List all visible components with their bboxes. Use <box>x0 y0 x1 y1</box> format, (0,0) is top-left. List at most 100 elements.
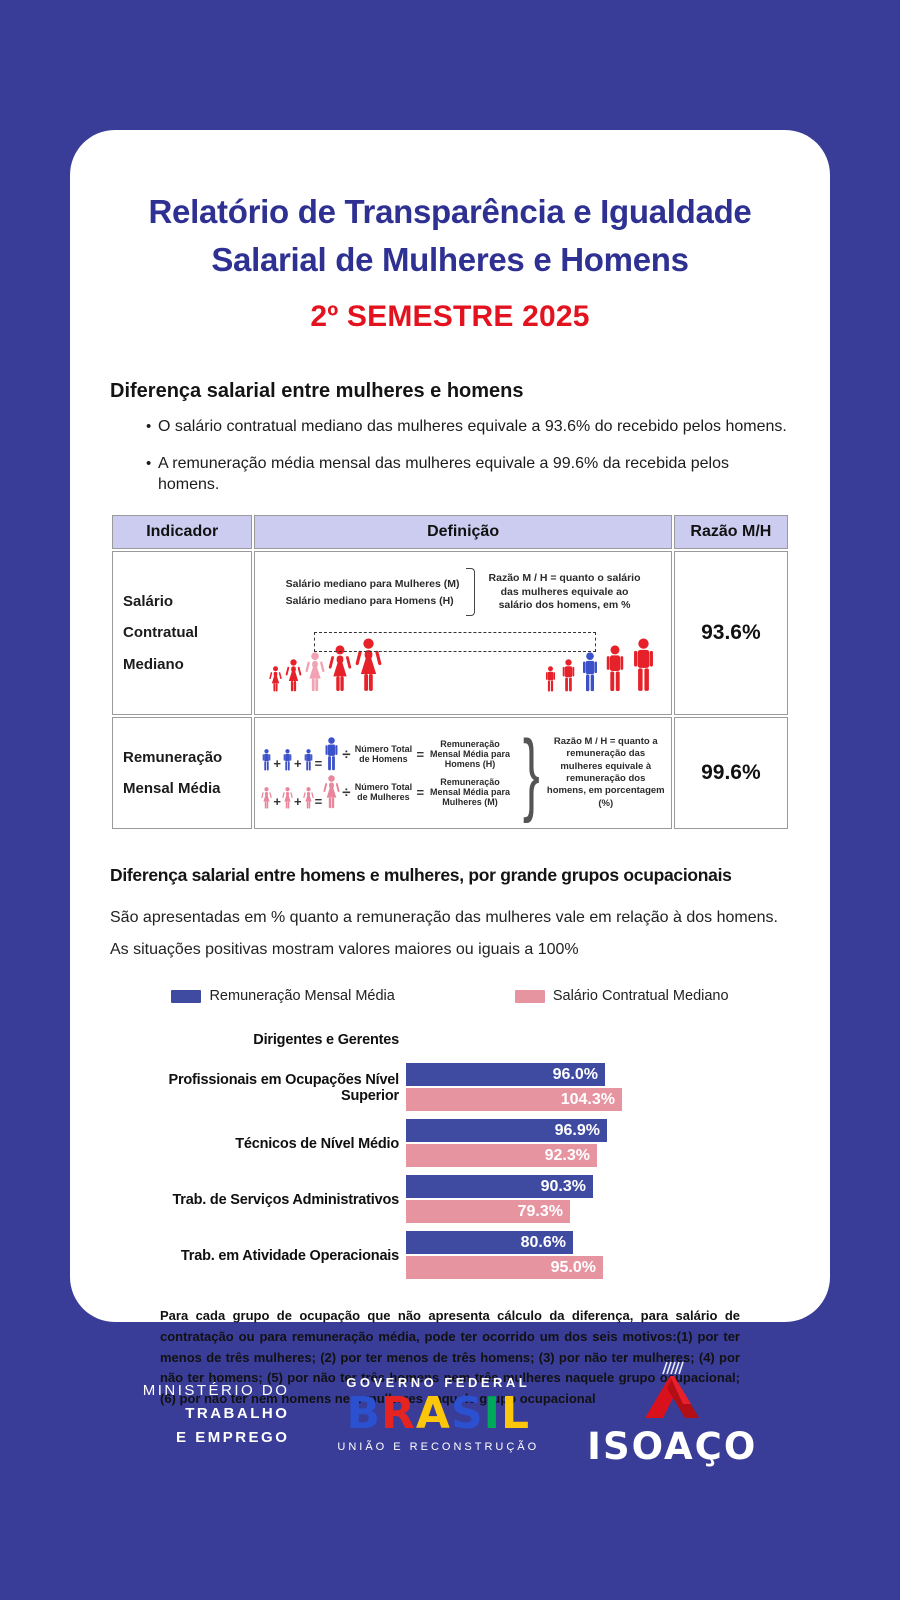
median-definition-text: Salário mediano para Mulheres (M) Salári… <box>261 568 664 617</box>
mean-ratio-note: Razão M / H = quanto a remuneração das m… <box>546 736 665 809</box>
men-divisor-label: Número Total de Homens <box>354 743 413 765</box>
woman-figure-icon <box>261 787 273 809</box>
plus-sign: + <box>273 794 282 810</box>
chart-category-label: Dirigentes e Gerentes <box>253 1032 399 1049</box>
woman-figure-icon <box>282 787 293 809</box>
women-equation-row: + + = ÷ Número Total de Mulheres = Remuner… <box>261 775 514 809</box>
mean-equation-diagram: + + = ÷ Número Total de Homens = Remuneraç… <box>261 721 665 824</box>
chart-category-row: Trab. em Atividade Operacionais 80.6% 95.0… <box>110 1228 790 1284</box>
brace-icon: } <box>522 721 540 824</box>
ministry-logo: MINISTÉRIO DO TRABALHO E EMPREGO <box>143 1379 290 1449</box>
equals-sign: = <box>416 746 425 762</box>
men-sum-icons: + + = <box>261 737 340 771</box>
definition-median: Salário mediano para Mulheres (M) Salári… <box>254 551 672 716</box>
ministry-line1: MINISTÉRIO DO <box>142 1382 290 1400</box>
indicator-label-mean: Remuneração Mensal Média <box>112 717 253 830</box>
table-row: Remuneração Mensal Média + + = ÷ Número To… <box>112 717 788 830</box>
bracket-icon <box>465 568 475 617</box>
chart-bar: 96.9% <box>406 1119 607 1143</box>
chart-category-label: Profissionais em Ocupações Nível Superio… <box>168 1072 399 1105</box>
brasil-letter: A <box>415 1388 451 1440</box>
man-figure-icon <box>603 645 627 692</box>
summary-bullets: O salário contratual mediano das mulhere… <box>110 417 790 496</box>
man-figure-icon <box>323 737 340 771</box>
chart-category-row: Trab. de Serviços Administrativos 90.3% 79… <box>110 1172 790 1228</box>
chart-category-row: Técnicos de Nível Médio 96.9% 92.3% <box>110 1116 790 1172</box>
header-indicador: Indicador <box>112 515 253 550</box>
equals-sign: = <box>314 794 323 810</box>
governo-federal-label: GOVERNO FEDERAL <box>346 1375 531 1391</box>
table-header-row: Indicador Definição Razão M/H <box>112 515 788 550</box>
isoaco-wordmark: ISOAÇO <box>587 1425 758 1468</box>
chart-category-row: Dirigentes e Gerentes <box>110 1032 790 1048</box>
woman-figure-icon <box>328 645 352 692</box>
woman-figure-icon <box>285 659 302 692</box>
man-figure-icon <box>303 749 314 771</box>
ministry-line3: E EMPREGO <box>176 1428 290 1446</box>
chart-bar: 80.6% <box>406 1231 573 1255</box>
semester-subtitle: 2º SEMESTRE 2025 <box>310 299 590 333</box>
chart-legend: Remuneração Mensal Média Salário Contrat… <box>110 988 790 1004</box>
man-figure-icon <box>560 659 577 692</box>
brasil-letter: L <box>501 1388 531 1440</box>
man-figure-icon <box>580 652 600 692</box>
equals-sign: = <box>416 784 425 800</box>
page-title: Relatório de Transparência e Igualdade Sa… <box>110 188 790 284</box>
woman-figure-icon <box>302 787 314 809</box>
divide-sign: ÷ <box>342 745 351 763</box>
chart-category-label: Técnicos de Nível Médio <box>235 1136 399 1153</box>
woman-figure-icon <box>269 666 283 692</box>
indicator-label-median: Salário Contratual Mediano <box>112 551 253 716</box>
divide-sign: ÷ <box>342 783 351 801</box>
median-men-line: Salário mediano para Homens (H) <box>285 594 454 607</box>
report-card: Relatório de Transparência e Igualdade Sa… <box>70 130 830 1406</box>
man-figure-icon <box>282 749 293 771</box>
bullet-mean-remuneration: A remuneração média mensal das mulheres … <box>110 454 790 496</box>
table-row: Salário Contratual Mediano Salário media… <box>112 551 788 716</box>
brasil-letter: R <box>381 1388 416 1440</box>
woman-figure-icon <box>305 652 326 692</box>
brasil-letter: B <box>346 1388 381 1440</box>
women-sum-icons: + + = <box>261 775 340 809</box>
plus-sign: + <box>273 756 282 772</box>
governo-federal-logo: GOVERNO FEDERAL BRASIL UNIÃO E RECONSTRU… <box>337 1375 539 1452</box>
chart-category-row: Profissionais em Ocupações Nível Superio… <box>110 1060 790 1116</box>
chart-bar: 96.0% <box>406 1063 605 1087</box>
median-women-line: Salário mediano para Mulheres (M) <box>285 577 460 590</box>
brasil-wordmark: BRASIL <box>337 1390 539 1438</box>
bar-chart: Dirigentes e Gerentes Profissionais em Oc… <box>110 1032 790 1284</box>
chart-category-label: Trab. em Atividade Operacionais <box>180 1248 399 1265</box>
section2-description: São apresentadas em % quanto a remuneraç… <box>110 909 778 959</box>
isoaco-roof-icon <box>645 1361 700 1418</box>
men-result-label: Remuneração Mensal Média para Homens (H) <box>430 738 511 770</box>
chart-bar: 92.3% <box>406 1144 597 1168</box>
chart-category-label: Trab. de Serviços Administrativos <box>172 1192 399 1209</box>
indicator-table: Indicador Definição Razão M/H Salário Co… <box>110 513 790 831</box>
uniao-reconstrucao-label: UNIÃO E RECONSTRUÇÃO <box>337 1440 540 1453</box>
chart-bar: 95.0% <box>406 1256 603 1280</box>
legend-swatch-blue <box>171 989 202 1003</box>
bullet-median-salary: O salário contratual mediano das mulhere… <box>110 417 790 438</box>
plus-sign: + <box>294 794 302 810</box>
chart-bar: 79.3% <box>406 1200 570 1224</box>
women-divisor-label: Número Total de Mulheres <box>354 781 413 803</box>
median-figures-diagram <box>261 620 664 698</box>
man-figure-icon <box>630 638 657 692</box>
header-definicao: Definição <box>254 515 672 550</box>
legend-label: Remuneração Mensal Média <box>209 988 395 1005</box>
ratio-value-median: 93.6% <box>673 551 788 716</box>
equals-sign: = <box>314 756 323 772</box>
title-line2: Salarial de Mulheres e Homens <box>211 240 689 278</box>
brasil-letter: I <box>483 1388 502 1440</box>
women-result-label: Remuneração Mensal Média para Mulheres (… <box>430 776 511 808</box>
section2-heading: Diferença salarial entre homens e mulher… <box>110 865 732 886</box>
chart-footnote: Para cada grupo de ocupação que não apre… <box>160 1308 740 1407</box>
definition-mean: + + = ÷ Número Total de Homens = Remuneraç… <box>254 717 672 830</box>
ministry-line2: TRABALHO <box>185 1405 290 1423</box>
legend-item-salario: Salário Contratual Mediano <box>514 988 729 1004</box>
isoaco-logo: ISOAÇO <box>587 1360 757 1468</box>
footer: MINISTÉRIO DO TRABALHO E EMPREGO GOVERNO… <box>0 1360 900 1468</box>
ratio-value-mean: 99.6% <box>673 717 788 830</box>
brasil-letter: S <box>450 1388 484 1440</box>
median-link-dashed-box <box>313 632 597 653</box>
